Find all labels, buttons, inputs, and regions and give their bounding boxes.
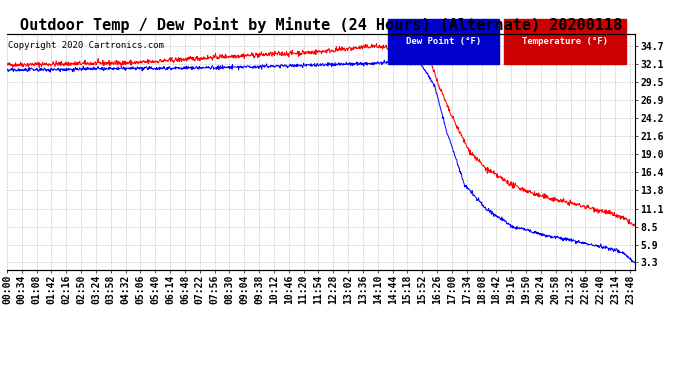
Text: Dew Point (°F): Dew Point (°F) xyxy=(406,37,481,46)
Text: Copyright 2020 Cartronics.com: Copyright 2020 Cartronics.com xyxy=(8,41,164,50)
Text: Temperature (°F): Temperature (°F) xyxy=(522,37,608,46)
Title: Outdoor Temp / Dew Point by Minute (24 Hours) (Alternate) 20200118: Outdoor Temp / Dew Point by Minute (24 H… xyxy=(20,16,622,33)
